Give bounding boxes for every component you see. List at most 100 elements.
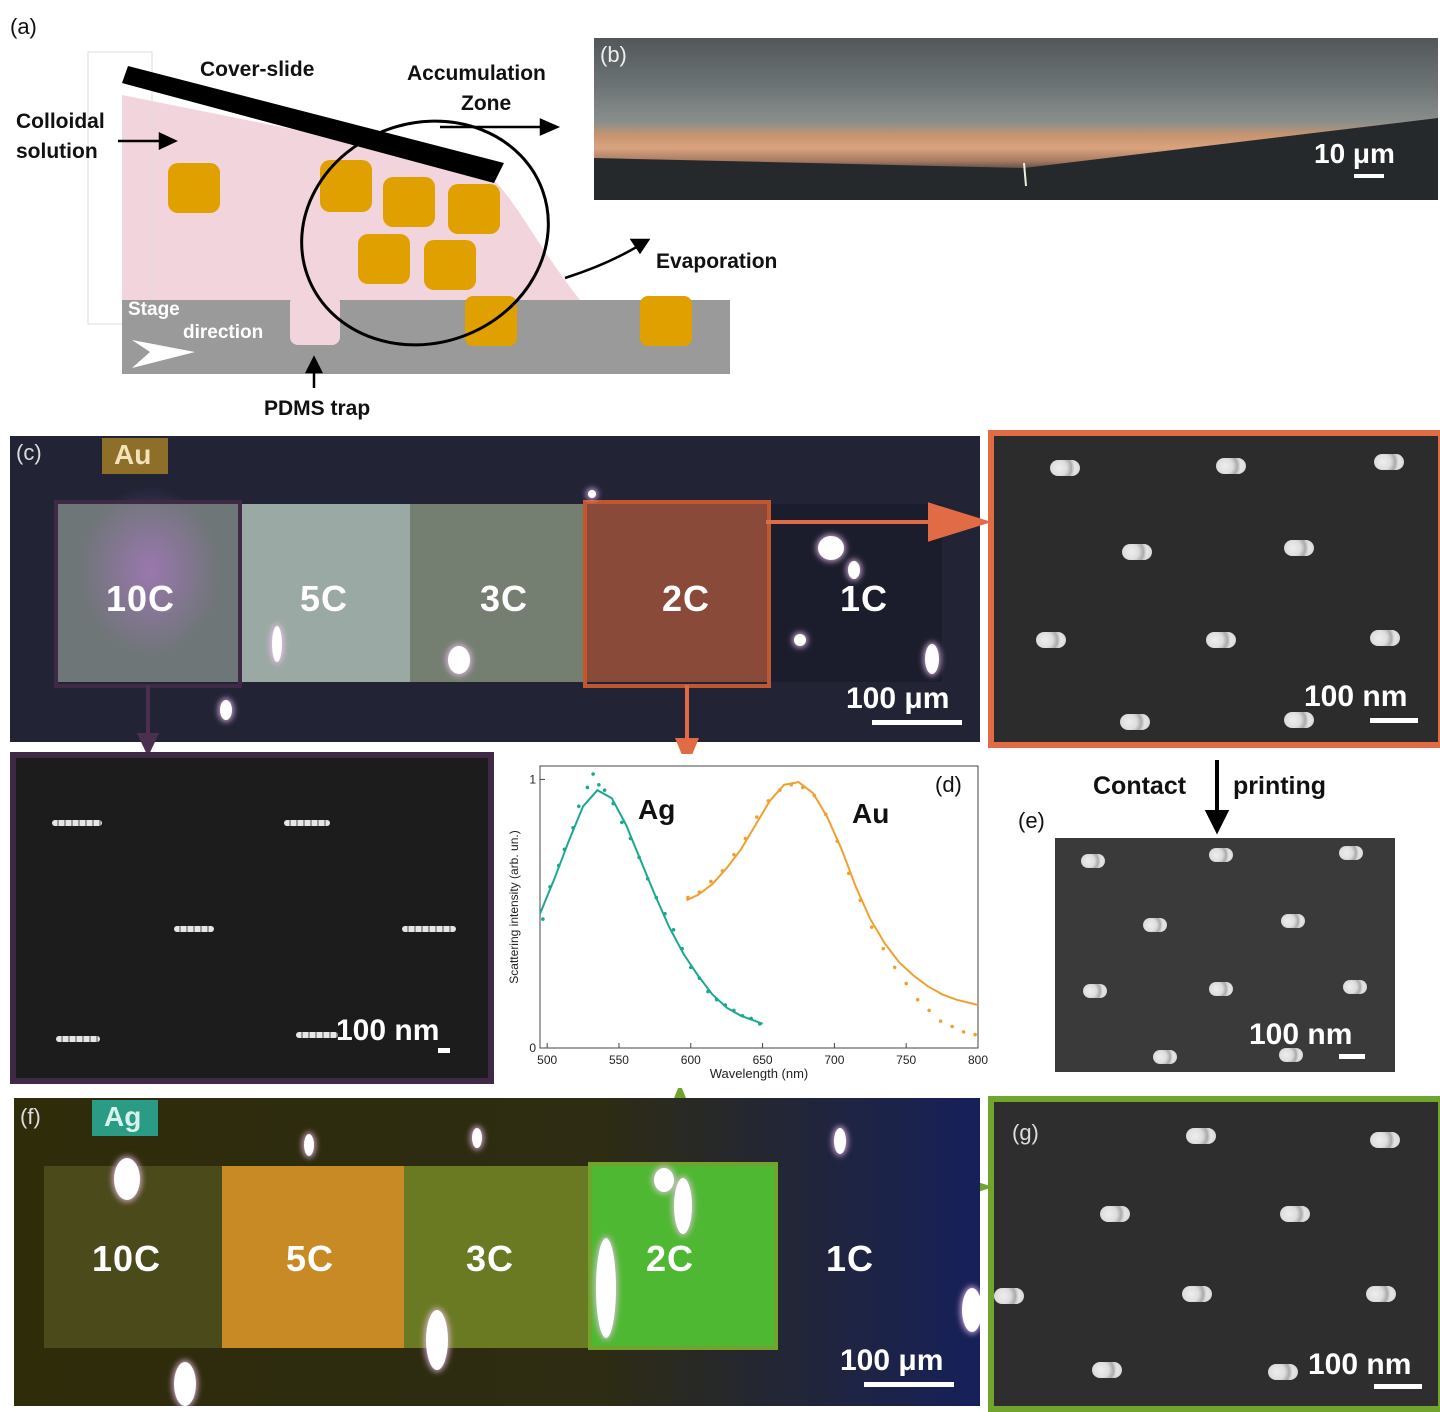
- data-point-ag: [757, 1022, 762, 1026]
- particle-blob: [834, 1128, 846, 1154]
- particle-blob: [818, 536, 844, 560]
- region-label-f-5c: 5C: [286, 1238, 335, 1279]
- particle-dimer: [1216, 458, 1246, 474]
- darkfield-image-f: Ag (f) 10C 5C 3C 2C 1C 100 μm: [14, 1098, 980, 1406]
- printing-label: printing: [1233, 772, 1327, 800]
- data-point-ag: [562, 847, 567, 852]
- data-point-ag: [706, 989, 710, 994]
- region-label-5c: 5C: [300, 578, 349, 619]
- x-tick-label: 750: [896, 1053, 916, 1067]
- particle-blob: [674, 1178, 692, 1234]
- data-point-ag: [597, 783, 601, 787]
- particle-dimer: [1279, 1048, 1303, 1062]
- schematic-diagram: [87, 51, 730, 388]
- scale-bar-c-right: [1370, 718, 1418, 723]
- accumulation-ellipse: [300, 119, 550, 347]
- particle-blob: [174, 1362, 196, 1406]
- y-tick-label: 0: [529, 1041, 536, 1055]
- particle-dimer: [1206, 632, 1236, 648]
- material-label-f: Ag: [104, 1101, 142, 1132]
- data-point-ag: [585, 785, 590, 790]
- particle-dimer: [994, 1288, 1024, 1304]
- scale-bar-b: [1354, 174, 1384, 178]
- x-tick-label: 550: [609, 1053, 629, 1067]
- syringe-outline: [87, 51, 153, 325]
- data-point-au: [938, 1019, 943, 1023]
- particle-dimer: [1182, 1286, 1212, 1302]
- data-point-ag: [654, 895, 659, 900]
- particle-dimer: [1370, 1132, 1400, 1148]
- sem-image-c-left: 100 nm: [10, 752, 494, 1084]
- stage-arrow: [132, 340, 195, 368]
- panel-label-e: (e): [1018, 808, 1045, 833]
- particle-chain: [402, 926, 456, 932]
- data-point-ag: [541, 917, 545, 921]
- data-point-ag: [576, 804, 581, 809]
- particle-dimer: [1122, 544, 1152, 560]
- region-label-f-3c: 3C: [466, 1238, 515, 1279]
- x-tick-label: 600: [681, 1053, 701, 1067]
- sem-image-c-right: 100 nm: [988, 430, 1440, 748]
- y-tick-label: 1: [529, 772, 536, 786]
- fit-line-ag: [539, 788, 763, 1025]
- data-point-ag: [680, 946, 684, 951]
- data-point-au: [823, 812, 828, 817]
- region-label-f-1c: 1C: [826, 1238, 875, 1279]
- region-label-3c: 3C: [480, 578, 529, 619]
- spectrum-chart: 500 550 600 650 700 750 800 0 1 Wavelength (nm) Sc…: [507, 765, 988, 1081]
- particle-blob: [448, 646, 470, 674]
- data-point-au: [778, 788, 782, 792]
- particle-dimer: [1081, 854, 1105, 868]
- data-point-ag: [628, 836, 633, 841]
- particle: [640, 296, 692, 346]
- particle: [168, 163, 220, 213]
- particle-dimer: [1092, 1362, 1122, 1378]
- region-label-f-10c: 10C: [92, 1238, 162, 1279]
- accumulation-label-2: Zone: [461, 92, 512, 115]
- particle-chain: [52, 820, 102, 826]
- particle: [424, 240, 476, 290]
- particle-chain: [56, 1036, 100, 1042]
- data-point-au: [915, 997, 920, 1002]
- data-point-au: [961, 1030, 966, 1034]
- data-point-ag: [688, 965, 693, 970]
- data-point-ag: [749, 1016, 753, 1021]
- data-point-ag: [663, 911, 667, 916]
- data-point-au: [720, 868, 725, 873]
- data-point-au: [927, 1008, 931, 1013]
- panel-label-c: (c): [16, 440, 42, 465]
- data-point-au: [835, 839, 840, 843]
- particle-chain: [284, 820, 330, 826]
- scale-label-g: 100 nm: [1308, 1348, 1412, 1381]
- data-point-ag: [620, 820, 624, 825]
- data-point-ag: [556, 863, 561, 868]
- particle-dimer: [1343, 980, 1367, 994]
- sem-image-e: 100 nm: [1055, 838, 1395, 1072]
- stage-bar: [122, 300, 730, 374]
- x-tick-label: 700: [824, 1053, 844, 1067]
- data-point-ag: [637, 855, 641, 860]
- x-tick-label: 500: [537, 1053, 557, 1067]
- pdms-trap-label: PDMS trap: [264, 397, 371, 420]
- particle-dimer: [1100, 1206, 1130, 1222]
- particle-blob: [794, 634, 806, 646]
- scale-label-c-left: 100 nm: [336, 1014, 440, 1047]
- optical-image-b: (b) 10 μm: [594, 38, 1438, 200]
- data-point-ag: [571, 825, 575, 830]
- particle-blob: [654, 1168, 674, 1192]
- spectrum-chart-panel: 500 550 600 650 700 750 800 0 1 Wavelength (nm) Sc…: [500, 754, 990, 1088]
- data-point-ag: [697, 976, 702, 980]
- particle-dimer: [1280, 1206, 1310, 1222]
- evaporation-label: Evaporation: [656, 250, 778, 273]
- particle-dimer: [1339, 846, 1363, 860]
- particle-dimer: [1050, 460, 1080, 476]
- data-point-au: [686, 895, 690, 900]
- material-badge-f: [92, 1100, 158, 1136]
- particle-chain: [296, 1032, 338, 1038]
- data-point-ag: [548, 885, 552, 889]
- panel-label-d: (d): [935, 772, 962, 797]
- particle-dimer: [1281, 914, 1305, 928]
- cover-slide-bar: [122, 66, 504, 183]
- fit-line-au: [686, 781, 979, 1006]
- stage-label: Stage: [128, 299, 180, 320]
